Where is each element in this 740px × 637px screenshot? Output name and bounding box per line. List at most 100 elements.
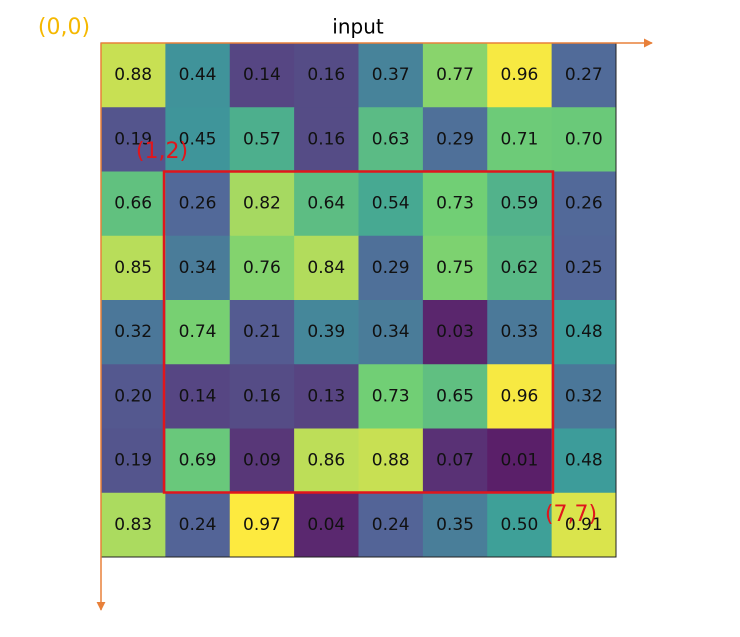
cell <box>294 171 359 237</box>
cell <box>358 492 424 558</box>
cell <box>101 107 166 172</box>
cell-label: 0.29 <box>436 129 474 149</box>
cell <box>551 428 617 494</box>
cell <box>229 428 295 494</box>
cell-label: 0.88 <box>372 451 410 471</box>
cell <box>487 428 553 494</box>
cell <box>165 171 231 237</box>
cell <box>165 492 231 558</box>
cell <box>101 300 166 365</box>
cell <box>422 107 488 172</box>
cell <box>487 492 553 558</box>
cell <box>294 428 359 494</box>
cell <box>101 171 166 237</box>
cell <box>551 43 617 108</box>
cell-label: 0.48 <box>565 322 603 342</box>
cell-label: 0.75 <box>436 258 474 278</box>
cell <box>358 235 424 301</box>
cell <box>294 107 359 172</box>
cell <box>294 43 359 108</box>
cell-label: 0.84 <box>307 258 345 278</box>
cell <box>165 235 231 301</box>
cell-label: 0.74 <box>179 322 217 342</box>
cell-label: 0.24 <box>179 515 217 535</box>
cell <box>165 364 231 429</box>
cell-label: 0.65 <box>436 386 474 406</box>
cell-label: 0.19 <box>114 451 152 471</box>
cell <box>229 171 295 237</box>
cell <box>487 43 553 108</box>
cell <box>487 107 553 172</box>
cell <box>422 171 488 237</box>
cell <box>294 235 359 301</box>
cell <box>101 364 166 429</box>
cell <box>165 43 231 108</box>
box-end-label: (7,7) <box>545 502 597 527</box>
cell-label: 0.63 <box>372 129 410 149</box>
cell <box>165 300 231 365</box>
cell <box>101 235 166 301</box>
cell <box>358 43 424 108</box>
cell-label: 0.16 <box>243 386 281 406</box>
cell <box>165 107 231 172</box>
cell <box>229 492 295 558</box>
cell <box>229 364 295 429</box>
cell-label: 0.97 <box>243 515 281 535</box>
cell-label: 0.14 <box>179 386 217 406</box>
cell <box>101 492 166 558</box>
cell-label: 0.20 <box>114 386 152 406</box>
cell <box>551 107 617 172</box>
cell <box>358 364 424 429</box>
cell <box>229 300 295 365</box>
cell-label: 0.59 <box>501 194 539 214</box>
cell <box>358 171 424 237</box>
cell-label: 0.76 <box>243 258 281 278</box>
cell-label: 0.86 <box>307 451 345 471</box>
cell-label: 0.69 <box>179 451 217 471</box>
cell-label: 0.03 <box>436 322 474 342</box>
cell-label: 0.24 <box>372 515 410 535</box>
cell-label: 0.34 <box>179 258 217 278</box>
cell-label: 0.85 <box>114 258 152 278</box>
cell-label: 0.32 <box>565 386 603 406</box>
cell-label: 0.25 <box>565 258 603 278</box>
cell-label: 0.73 <box>436 194 474 214</box>
cell-label: 0.88 <box>114 65 152 85</box>
cell-label: 0.21 <box>243 322 281 342</box>
cell <box>487 235 553 301</box>
cell-label: 0.64 <box>307 194 345 214</box>
origin-label: (0,0) <box>38 15 90 40</box>
cell <box>422 364 488 429</box>
box-start-label: (1,2) <box>136 139 188 164</box>
cell <box>294 492 359 558</box>
cell-label: 0.13 <box>307 386 345 406</box>
cell-label: 0.35 <box>436 515 474 535</box>
cell-label: 0.29 <box>372 258 410 278</box>
cell-label: 0.82 <box>243 194 281 214</box>
cell-label: 0.57 <box>243 129 281 149</box>
cell <box>422 492 488 558</box>
cell-label: 0.44 <box>179 65 217 85</box>
cell-label: 0.26 <box>179 194 217 214</box>
cell-label: 0.32 <box>114 322 152 342</box>
cell <box>487 300 553 365</box>
cell-label: 0.34 <box>372 322 410 342</box>
cell-label: 0.45 <box>179 129 217 149</box>
cell <box>422 428 488 494</box>
cell <box>422 235 488 301</box>
cell-label: 0.27 <box>565 65 603 85</box>
cell <box>551 492 617 558</box>
cell-label: 0.50 <box>501 515 539 535</box>
cell <box>551 235 617 301</box>
cell <box>294 300 359 365</box>
cell-label: 0.09 <box>243 451 281 471</box>
cell-label: 0.16 <box>307 65 345 85</box>
cell <box>294 364 359 429</box>
cell <box>422 300 488 365</box>
cell-label: 0.39 <box>307 322 345 342</box>
cell-label: 0.91 <box>565 515 603 535</box>
cell <box>487 171 553 237</box>
title: input <box>332 15 384 39</box>
